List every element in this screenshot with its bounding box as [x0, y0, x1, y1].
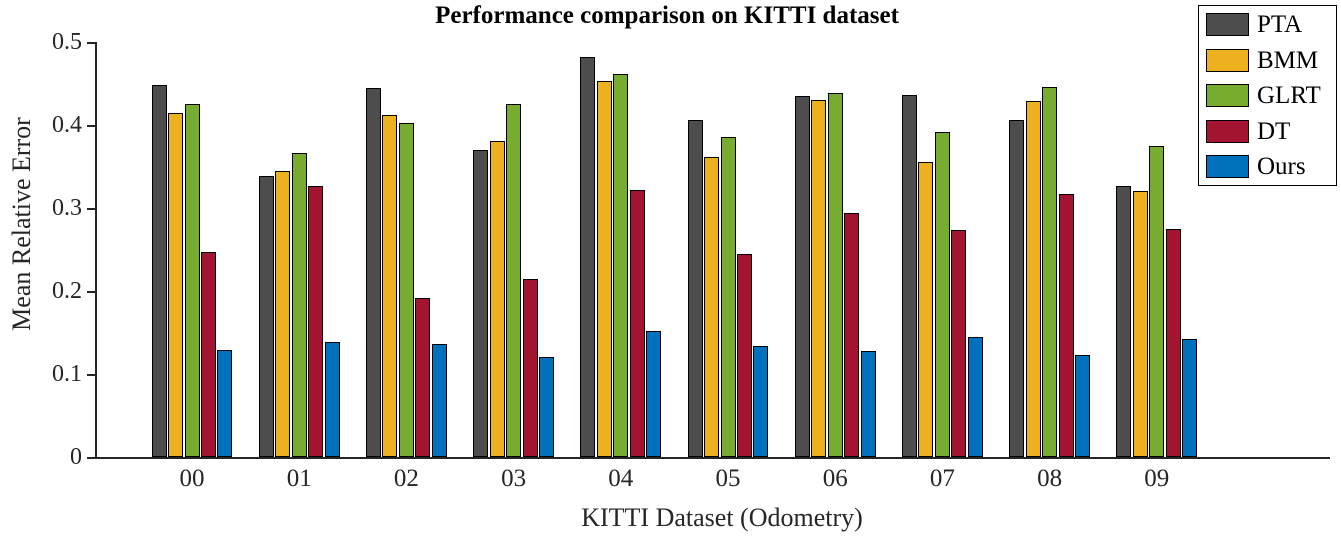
legend-label-ours: Ours — [1257, 153, 1306, 180]
bar-bmm-08 — [1025, 100, 1041, 457]
x-tick-label-01: 01 — [286, 465, 312, 492]
bar-glrt-05 — [720, 137, 736, 457]
bar-glrt-02 — [398, 122, 414, 457]
x-tick-label-06: 06 — [822, 465, 848, 492]
x-tick-label-08: 08 — [1037, 465, 1063, 492]
bar-dt-06 — [844, 212, 860, 457]
bar-pta-01 — [258, 176, 274, 457]
bar-dt-01 — [308, 185, 324, 457]
bar-glrt-03 — [506, 104, 522, 457]
bar-glrt-08 — [1042, 86, 1058, 457]
bar-ours-03 — [539, 357, 554, 457]
y-tick-mark — [87, 125, 95, 127]
x-tick-label-07: 07 — [929, 465, 955, 492]
legend-entry-bmm: BMM — [1199, 43, 1336, 79]
bar-ours-04 — [646, 330, 662, 457]
bar-dt-03 — [522, 278, 538, 457]
y-tick-mark — [87, 208, 95, 210]
y-tick-label: 0.4 — [52, 112, 82, 138]
y-tick-mark — [87, 291, 95, 293]
bar-ours-07 — [967, 337, 983, 457]
bar-bmm-04 — [596, 81, 612, 457]
y-tick-label: 0 — [70, 444, 82, 470]
bar-dt-07 — [951, 229, 967, 457]
bar-pta-05 — [687, 120, 703, 457]
legend-entry-pta: PTA — [1199, 7, 1336, 43]
legend-swatch-ours — [1206, 155, 1249, 178]
bar-bmm-05 — [704, 157, 720, 457]
bar-glrt-06 — [827, 93, 843, 457]
bar-bmm-01 — [275, 171, 291, 457]
bar-pta-07 — [902, 95, 917, 457]
bar-bmm-00 — [168, 112, 184, 457]
x-tick-label-04: 04 — [608, 465, 634, 492]
bar-ours-09 — [1182, 339, 1198, 457]
x-tick-label-02: 02 — [393, 465, 419, 492]
legend-entry-ours: Ours — [1199, 149, 1336, 185]
bar-ours-05 — [753, 345, 769, 457]
legend-label-bmm: BMM — [1257, 46, 1319, 74]
y-tick-label: 0.3 — [52, 195, 82, 221]
legend-swatch-bmm — [1206, 48, 1249, 72]
legend-entry-glrt: GLRT — [1199, 78, 1336, 114]
y-tick-mark — [87, 457, 95, 459]
bar-pta-06 — [794, 95, 810, 457]
bar-ours-01 — [324, 342, 340, 457]
x-tick-label-09: 09 — [1144, 465, 1170, 492]
bar-dt-04 — [629, 189, 645, 457]
y-tick-label: 0.2 — [52, 278, 82, 304]
y-tick-mark — [87, 42, 95, 44]
bar-bmm-06 — [811, 100, 827, 457]
bar-bmm-09 — [1132, 190, 1148, 457]
bar-ours-00 — [217, 349, 233, 457]
bar-dt-02 — [415, 297, 431, 457]
bar-pta-03 — [473, 149, 489, 457]
x-tick-label-05: 05 — [715, 465, 741, 492]
bar-ours-02 — [431, 344, 447, 457]
x-axis-line — [95, 457, 1330, 459]
bar-pta-02 — [366, 87, 381, 457]
y-axis-line — [95, 42, 97, 457]
bar-glrt-09 — [1149, 145, 1165, 457]
bar-ours-06 — [860, 350, 876, 457]
bar-pta-08 — [1009, 120, 1025, 457]
bar-bmm-02 — [382, 115, 398, 457]
bar-dt-08 — [1058, 193, 1074, 457]
y-tick-label: 0.1 — [52, 361, 82, 387]
bar-glrt-01 — [291, 153, 307, 457]
y-tick-label: 0.5 — [52, 29, 82, 55]
legend-swatch-pta — [1206, 13, 1249, 36]
legend-swatch-dt — [1206, 119, 1249, 143]
x-tick-label-03: 03 — [501, 465, 527, 492]
bar-glrt-04 — [613, 73, 629, 457]
bar-pta-04 — [580, 56, 596, 457]
legend: PTA BMM GLRT DT Ours — [1198, 5, 1337, 186]
legend-label-glrt: GLRT — [1257, 82, 1321, 109]
x-axis-label: KITTI Dataset (Odometry) — [581, 503, 863, 532]
bar-dt-00 — [200, 251, 216, 457]
legend-label-dt: DT — [1257, 117, 1291, 145]
bar-pta-09 — [1116, 185, 1132, 457]
y-tick-mark — [87, 374, 95, 376]
legend-entry-dt: DT — [1199, 114, 1336, 150]
bar-glrt-07 — [934, 131, 950, 457]
bar-glrt-00 — [184, 104, 200, 457]
bar-pta-00 — [151, 85, 167, 457]
bar-dt-09 — [1165, 228, 1181, 457]
bar-dt-05 — [736, 253, 752, 457]
bar-ours-08 — [1075, 354, 1090, 457]
legend-swatch-glrt — [1206, 84, 1249, 107]
bar-bmm-03 — [489, 140, 505, 457]
bar-bmm-07 — [918, 161, 934, 457]
chart-title: Performance comparison on KITTI dataset — [435, 2, 899, 29]
x-tick-label-00: 00 — [179, 465, 205, 492]
legend-label-pta: PTA — [1257, 11, 1303, 38]
